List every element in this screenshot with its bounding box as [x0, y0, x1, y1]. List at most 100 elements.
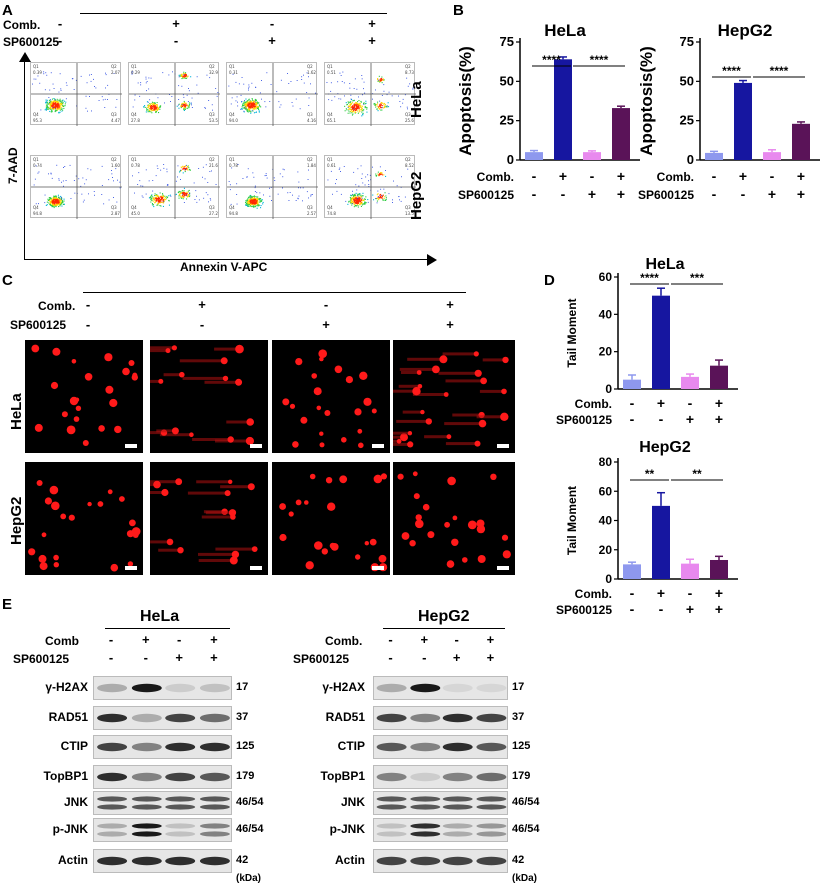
- blot-kda: 179: [512, 770, 531, 782]
- quadrant-value: 53.5: [209, 118, 218, 123]
- blot-band: [199, 713, 230, 723]
- quadrant-value: 2.87: [111, 211, 120, 216]
- blot-row: [93, 765, 232, 789]
- scale-bar: [497, 566, 509, 570]
- blot-row-label: p-JNK: [52, 822, 88, 836]
- blot-kda: 179: [236, 770, 255, 782]
- quadrant-value: 2.57: [307, 211, 316, 216]
- blot-band: [442, 856, 473, 866]
- comb-sign-e: -: [454, 632, 459, 647]
- bar: [612, 108, 630, 160]
- blot-row-label: JNK: [340, 795, 365, 809]
- sp-label: SP600125: [556, 413, 612, 427]
- comb-sign-e: +: [210, 632, 218, 647]
- blot-title: HeLa: [140, 608, 180, 625]
- quadrant-label: Q4: [131, 112, 137, 117]
- quadrant-label: Q3: [307, 112, 313, 117]
- bar: [705, 152, 723, 160]
- bar: [710, 365, 728, 389]
- blot-band: [199, 796, 230, 802]
- comet-image: [393, 340, 515, 453]
- y-tick-label: 75: [680, 34, 694, 49]
- blot-row-label: RAD51: [48, 710, 88, 724]
- quadrant-value: 1.84: [307, 163, 316, 168]
- quadrant-label: Q4: [229, 205, 235, 210]
- sp-label-a: SP600125: [3, 35, 60, 49]
- sp-label-e: SP600125: [293, 652, 350, 666]
- quadrant-value: 27.8: [131, 118, 140, 123]
- kda-unit: (kDa): [512, 873, 538, 884]
- panel-label-e: E: [2, 596, 13, 613]
- quadrant-value: 0.74: [33, 163, 42, 168]
- quadrant-label: Q1: [229, 64, 235, 69]
- sp-sign-e: -: [388, 650, 393, 665]
- comb-sign: -: [630, 585, 635, 601]
- y-tick-label: 20: [599, 345, 613, 359]
- panel-label-d: D: [544, 272, 555, 289]
- quadrant-value: 8.52: [405, 163, 414, 168]
- sp-sign-a: +: [368, 33, 376, 48]
- sp-sign-e: -: [108, 650, 114, 665]
- chart-title: HeLa: [544, 21, 586, 40]
- blot-band: [97, 742, 128, 752]
- quadrant-label: Q1: [33, 64, 39, 69]
- comb-label: Comb.: [575, 587, 612, 601]
- blot-band: [97, 804, 128, 810]
- sp-sign-c: -: [85, 317, 91, 332]
- blot-band: [410, 742, 441, 752]
- blot-row-label: p-JNK: [329, 822, 365, 836]
- sp-sign: +: [588, 186, 596, 202]
- y-tick-label: 80: [599, 455, 613, 469]
- sp-sign: +: [715, 601, 723, 617]
- quadrant-label: Q1: [131, 157, 137, 162]
- y-tick-label: 0: [687, 152, 694, 167]
- blot-kda: 46/54: [236, 823, 264, 835]
- quadrant-value: 0.39: [33, 70, 42, 75]
- panel-label-c: C: [2, 272, 13, 289]
- panel-label-a: A: [2, 2, 13, 19]
- comb-sign-a: -: [57, 16, 63, 31]
- quadrant-label: Q3: [111, 112, 117, 117]
- quadrant-value: 1.60: [111, 163, 120, 168]
- scale-bar: [372, 444, 384, 448]
- blot-row: [93, 676, 232, 700]
- sp-sign: +: [715, 411, 723, 427]
- blot-band: [131, 804, 162, 810]
- blot-row: [93, 849, 232, 873]
- blot-band: [410, 713, 441, 723]
- sp-sign: -: [659, 411, 664, 427]
- sp-sign: +: [617, 186, 625, 202]
- sp-sign: -: [741, 186, 746, 202]
- sp-sign: +: [686, 411, 694, 427]
- panel-label-b: B: [453, 2, 464, 19]
- blot-band: [97, 823, 128, 829]
- quadrant-value: 4.16: [307, 118, 316, 123]
- bar: [583, 152, 601, 160]
- tail-moment-chart-hepg2: HepG2 Tail Moment 0 20 40 60 80 ** ** Comb. SP6001…: [556, 439, 738, 617]
- quadrant-label: Q3: [111, 205, 117, 210]
- blot-row-label: γ-H2AX: [45, 680, 88, 694]
- blot-band: [410, 856, 441, 866]
- quadrant-value: 74.8: [327, 211, 336, 216]
- sp-label: SP600125: [638, 188, 694, 202]
- blot-row-label: CTIP: [337, 739, 365, 753]
- quadrant-value: 0.31: [229, 70, 238, 75]
- blot-band: [476, 804, 507, 810]
- blot-row-label: JNK: [63, 795, 88, 809]
- comb-sign-c: +: [446, 297, 454, 312]
- blot-row: [373, 676, 508, 700]
- sp-sign-a: -: [173, 33, 179, 48]
- quadrant-label: Q2: [405, 157, 411, 162]
- blot-row-label: TopBP1: [320, 769, 365, 783]
- apoptosis-chart-hepg2: HepG2 Apoptosis(%) 0 25 50 75 **** **** Comb. SP6…: [637, 21, 820, 202]
- blot-band: [476, 742, 507, 752]
- comb-sign: +: [739, 168, 747, 184]
- comb-sign: -: [770, 168, 775, 184]
- comb-sign: -: [590, 168, 595, 184]
- chart-title: HepG2: [639, 439, 691, 456]
- blot-row: [373, 791, 508, 815]
- sp-sign-e: +: [210, 650, 218, 665]
- comb-sign: -: [688, 585, 693, 601]
- sp-sign: +: [797, 186, 805, 202]
- y-tick-label: 0: [507, 152, 514, 167]
